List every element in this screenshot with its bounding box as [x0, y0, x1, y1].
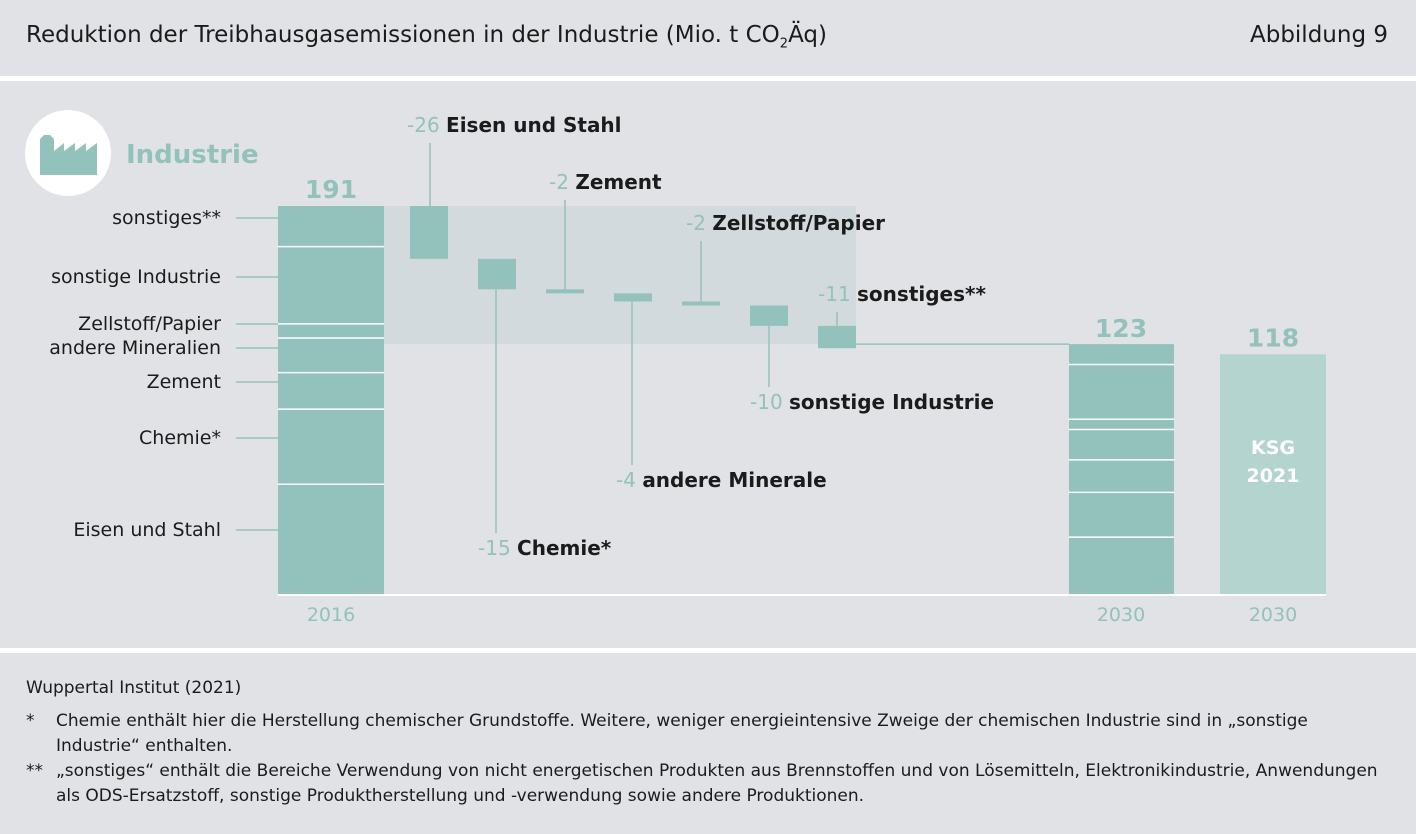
chart-title: Reduktion der Treibhausgasemissionen in …: [26, 22, 827, 52]
step-bar: [614, 293, 652, 302]
footnote-mark: **: [26, 761, 43, 781]
footnote-1: * Chemie enthält hier die Herstellung ch…: [26, 709, 1396, 759]
top-divider: [0, 76, 1416, 81]
target-label: KSG: [1251, 437, 1295, 459]
footnote-text: Chemie enthält hier die Herstellung chem…: [56, 711, 1308, 756]
step-bar: [750, 305, 788, 326]
bottom-divider: [0, 648, 1416, 653]
category-label: andere Mineralien: [49, 337, 221, 359]
year-label-2016: 2016: [307, 604, 355, 626]
step-bar: [818, 325, 856, 349]
step-name: Zement: [575, 170, 662, 194]
step-name: Chemie*: [517, 536, 612, 560]
plot-area: Eisen und Stahl Chemie* Zement andere Miner…: [49, 113, 1326, 626]
step-value: -10: [750, 390, 789, 414]
category-label: Zement: [147, 371, 221, 393]
target-label: 2021: [1247, 465, 1300, 487]
step-name: Zellstoff/Papier: [712, 211, 885, 235]
step-name: sonstige Industrie: [789, 390, 994, 414]
sector-label: Industrie: [126, 140, 259, 170]
step-value: -4: [616, 468, 642, 492]
bar-2030: [1069, 344, 1174, 594]
category-label: Chemie*: [139, 427, 221, 449]
factory-icon: [40, 135, 97, 175]
step-bar: [546, 289, 584, 294]
step-value: -2: [686, 211, 712, 235]
step-label: -10 sonstige Industrie: [750, 390, 994, 414]
step-bar: [410, 206, 448, 259]
step-label: -2 Zement: [549, 170, 662, 194]
step-name: andere Minerale: [642, 468, 826, 492]
header: Reduktion der Treibhausgasemissionen in …: [0, 0, 1416, 76]
step-value: -26: [407, 113, 446, 137]
step-value: -2: [549, 170, 575, 194]
step-value: -11: [818, 282, 857, 306]
step-label: -15 Chemie*: [478, 536, 612, 560]
step-label: -4 andere Minerale: [616, 468, 827, 492]
total-label-target: 118: [1247, 323, 1299, 352]
year-label-2030: 2030: [1097, 604, 1145, 626]
category-label: Eisen und Stahl: [73, 519, 221, 541]
category-label: Zellstoff/Papier: [78, 313, 221, 335]
year-label-target: 2030: [1249, 604, 1297, 626]
step-value: -15: [478, 536, 517, 560]
bar-ksg-target: [1220, 354, 1326, 594]
footnote-2: ** „sonstiges“ enthält die Bereiche Verw…: [26, 759, 1396, 809]
waterfall-chart: Industrie Eisen und Stahl Chemie* Zement an…: [25, 110, 1326, 626]
footer: Wuppertal Institut (2021) * Chemie enthä…: [26, 676, 1396, 809]
bar-2016: [278, 206, 384, 594]
footnote-text: „sonstiges“ enthält die Bereiche Verwend…: [56, 761, 1378, 806]
step-bar: [682, 301, 720, 306]
figure-number: Abbildung 9: [1249, 22, 1388, 48]
total-label-2016: 191: [305, 175, 357, 204]
total-label-2030: 123: [1095, 314, 1147, 343]
source-text: Wuppertal Institut (2021): [26, 678, 242, 698]
footnote-mark: *: [26, 711, 35, 731]
step-name: sonstiges**: [857, 282, 986, 306]
step-name: Eisen und Stahl: [446, 113, 622, 137]
step-label: -2 Zellstoff/Papier: [686, 211, 885, 235]
step-label: -11 sonstiges**: [818, 282, 986, 306]
category-label: sonstiges**: [112, 207, 221, 229]
step-label: -26 Eisen und Stahl: [407, 113, 622, 137]
category-label: sonstige Industrie: [51, 266, 221, 288]
step-bar: [478, 258, 516, 290]
